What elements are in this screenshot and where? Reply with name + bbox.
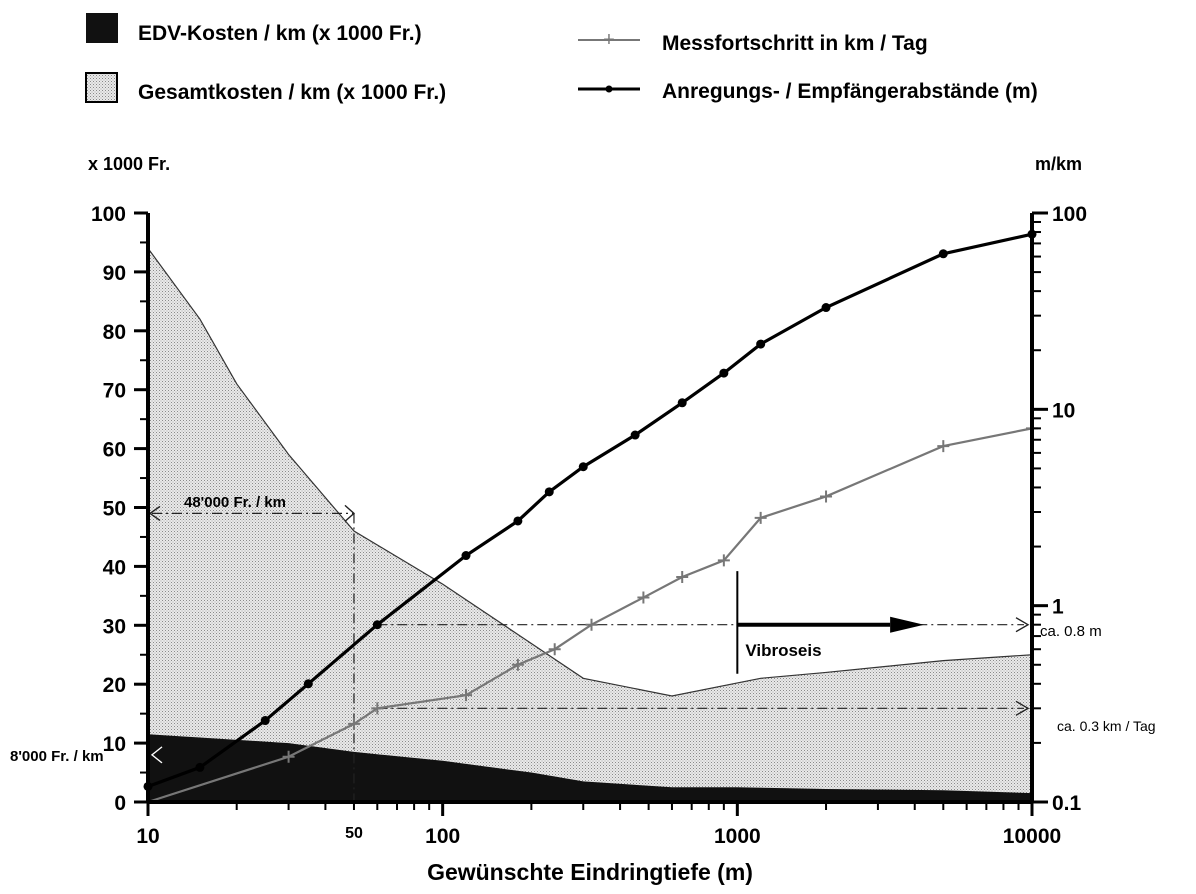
edv-kosten-area (148, 734, 1032, 802)
messfortschritt-point (282, 750, 295, 763)
messfortschritt-point (511, 658, 524, 671)
messfortschritt-point (937, 440, 950, 453)
y-left-tick-label: 0 (114, 792, 126, 815)
x-tick-label: 50 (345, 825, 363, 842)
messfortschritt-point (820, 490, 833, 503)
anregung-point (303, 679, 313, 689)
y-left-tick-label: 70 (103, 380, 126, 403)
anregung-point (719, 368, 729, 378)
y-right-tick-label: 1 (1052, 596, 1064, 619)
y-left-tick-label: 100 (91, 203, 126, 226)
anregung-point (578, 462, 588, 472)
x-axis-title: Gewünschte Eindringtiefe (m) (427, 859, 753, 885)
guide-layer (148, 504, 1030, 802)
anregung-point (821, 303, 831, 313)
y-left-tick-label: 20 (103, 674, 126, 697)
anregung-point (461, 551, 471, 561)
gesamtkosten-area (147, 246, 1033, 803)
legend-marker-mess: + (603, 29, 615, 51)
y-right-axis-title: m/km (1035, 154, 1082, 174)
anregung-point (513, 516, 523, 526)
vibroseis-arrowhead (890, 616, 924, 633)
y-right-tick-label: 10 (1052, 399, 1075, 422)
anregung-point (260, 716, 270, 726)
messfortschritt-point (548, 643, 561, 656)
y-left-tick-label: 10 (103, 733, 126, 756)
anregung-point (372, 620, 382, 630)
annotation-0.3km: ca. 0.3 km / Tag (1057, 718, 1156, 734)
anregung-point (677, 398, 687, 408)
y-left-tick-label: 80 (103, 321, 126, 344)
x-tick-label: 100 (425, 825, 460, 848)
messfortschritt-point (459, 689, 472, 702)
y-left-tick-label: 60 (103, 439, 126, 462)
anregung-line (147, 232, 1033, 788)
y-left-tick-label: 50 (103, 498, 126, 521)
anregung-point (756, 339, 766, 349)
guide-8000-arrowhead (150, 746, 163, 764)
y-right-tick-label: 100 (1052, 203, 1087, 226)
annotation-vibroseis: Vibroseis (745, 641, 821, 660)
messfortschritt-point (717, 554, 730, 567)
legend-label-anregung: Anregungs- / Empfängerabstände (m) (662, 80, 1038, 103)
legend: EDV-Kosten / km (x 1000 Fr.) Gesamtkoste… (85, 13, 1038, 104)
legend-label-edv: EDV-Kosten / km (x 1000 Fr.) (138, 22, 422, 45)
x-tick-label: 10000 (1003, 825, 1061, 848)
messfortschritt-point (676, 570, 689, 583)
messfortschritt-point (637, 591, 650, 604)
legend-swatch-edv (86, 13, 118, 43)
annotation-layer: 48'000 Fr. / km 8'000 Fr. / km ca. 0.8 m ca… (10, 494, 1156, 765)
legend-label-mess: Messfortschritt in km / Tag (662, 32, 928, 55)
guide-0.3km-arrowhead (1015, 700, 1030, 716)
guide-48000-arrowhead-right (344, 504, 356, 522)
anregung-point (195, 762, 205, 772)
y-left-tick-label: 40 (103, 556, 126, 579)
line-layer (142, 229, 1038, 808)
messfortschritt-point (347, 717, 360, 730)
legend-swatch-gesamt (85, 72, 118, 103)
messfortschritt-point (585, 618, 598, 631)
annotation-48000: 48'000 Fr. / km (184, 494, 286, 511)
y-right-tick-label: 0.1 (1052, 792, 1082, 815)
messfortschritt-point (371, 702, 384, 715)
y-left-tick-label: 90 (103, 262, 126, 285)
annotation-0.8m: ca. 0.8 m (1040, 623, 1102, 640)
axes-layer: 0 10 20 30 40 50 60 70 80 90 100 10 50 100 1000 10000 0.… (91, 203, 1087, 848)
y-left-axis-title: x 1000 Fr. (88, 154, 170, 174)
anregung-point (630, 430, 640, 440)
anregung-point (544, 487, 554, 497)
annotation-8000: 8'000 Fr. / km (10, 748, 104, 765)
area-layer (147, 246, 1033, 803)
guide-0.8m-arrowhead (1015, 617, 1030, 633)
y-left-tick-label: 30 (103, 615, 126, 638)
x-tick-label: 1000 (714, 825, 761, 848)
legend-marker-anregung (605, 85, 613, 93)
x-tick-label: 10 (136, 825, 159, 848)
messfortschritt-point (754, 511, 767, 524)
anregung-point (938, 249, 948, 259)
legend-label-gesamt: Gesamtkosten / km (x 1000 Fr.) (138, 81, 446, 104)
